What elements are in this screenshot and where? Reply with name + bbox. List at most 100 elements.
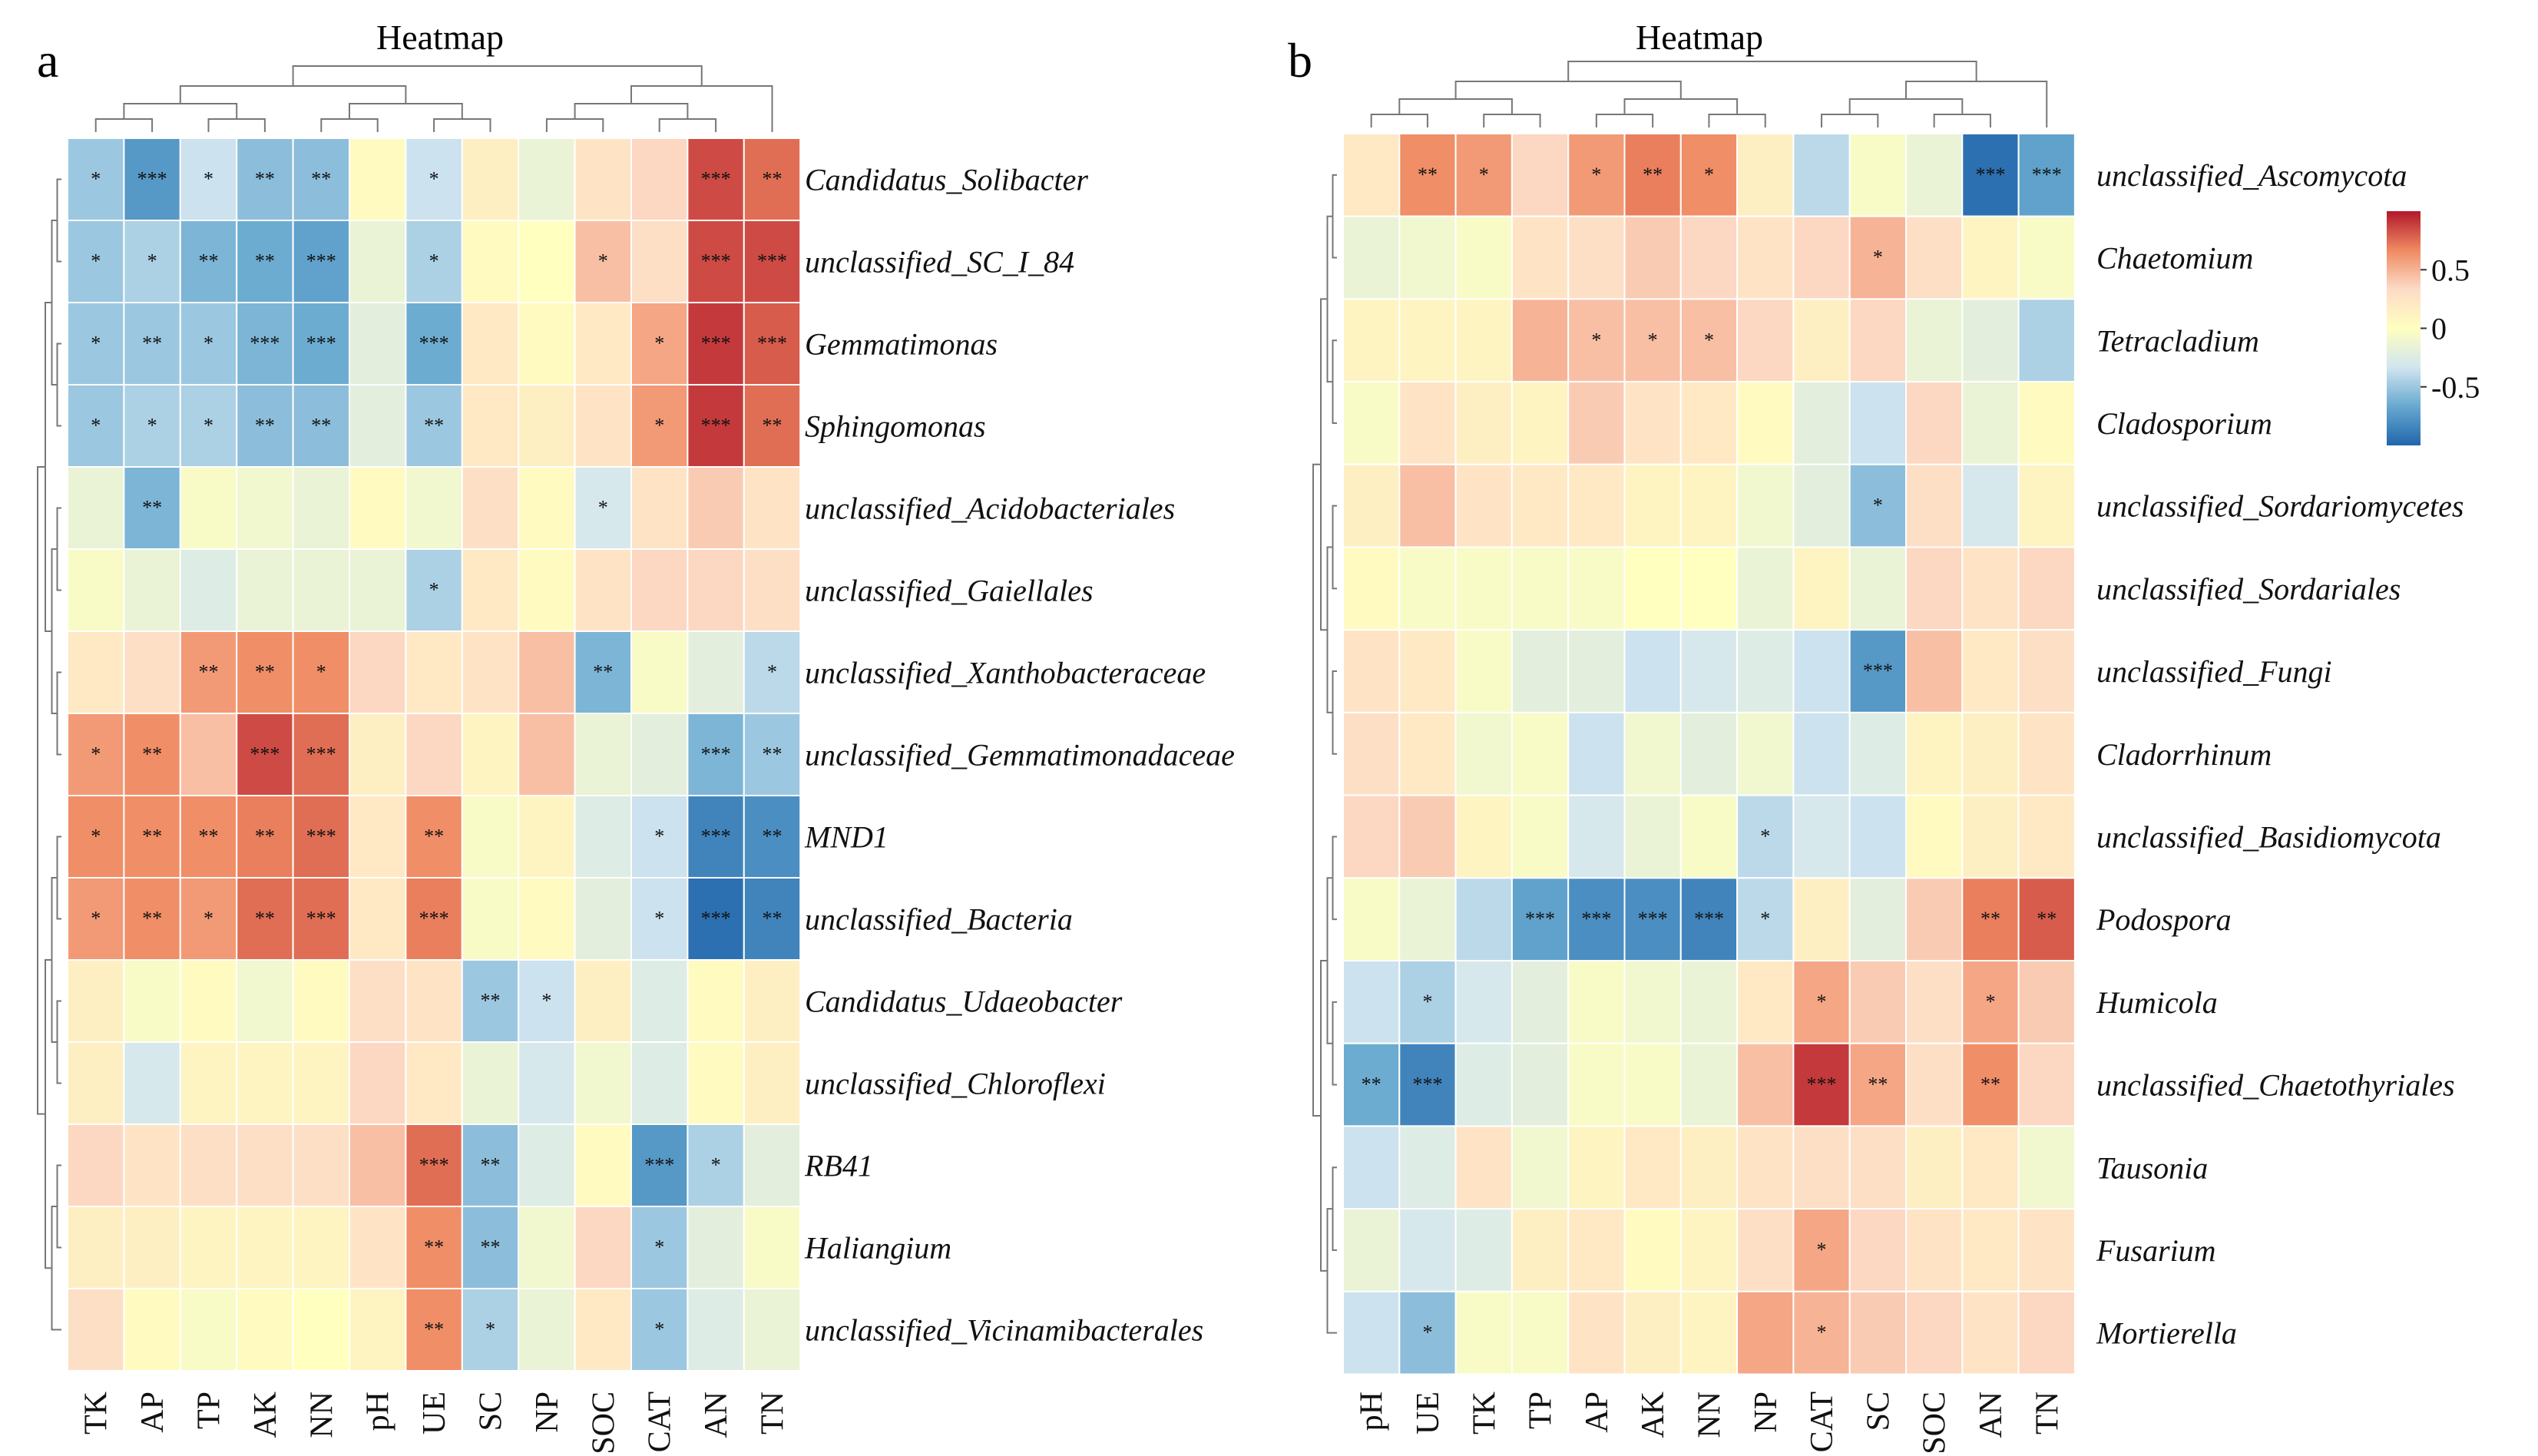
column-label: NP <box>530 1391 565 1433</box>
panel-a-letter: a <box>37 33 58 88</box>
heatmap-cell <box>1792 711 1851 796</box>
significance-mark: * <box>1648 329 1658 351</box>
heatmap-cell <box>1398 1125 1457 1210</box>
row-label: Candidatus_Solibacter <box>805 163 1088 197</box>
heatmap-cell <box>2017 1208 2076 1292</box>
heatmap-cell <box>1848 711 1907 796</box>
heatmap-cell <box>574 877 632 961</box>
heatmap-cell <box>405 1041 463 1125</box>
row-label: unclassified_Vicinamibacterales <box>805 1313 1203 1348</box>
significance-mark: * <box>1873 495 1883 517</box>
heatmap-cell <box>1623 133 1682 217</box>
significance-mark: ** <box>763 908 783 930</box>
heatmap-cell <box>518 630 576 714</box>
heatmap-cell <box>1454 133 1513 217</box>
dendrogram-branch <box>56 178 61 263</box>
heatmap-cell <box>292 1041 351 1125</box>
dendrogram-branch <box>292 65 703 86</box>
column-label: TN <box>2030 1391 2065 1434</box>
significance-mark: *** <box>2032 164 2062 186</box>
heatmap-cell <box>123 302 181 386</box>
row-dendrogram-b <box>1312 174 1337 1334</box>
significance-mark: ** <box>1362 1074 1382 1096</box>
row-label: unclassified_Bacteria <box>805 902 1073 937</box>
heatmap-cell <box>1961 711 2020 796</box>
dendrogram-branch <box>1312 463 1321 1117</box>
heatmap-cell <box>1511 877 1570 962</box>
row-label: Fusarium <box>2096 1233 2216 1268</box>
heatmap-cell <box>1398 629 1457 713</box>
significance-mark: * <box>1422 991 1432 1013</box>
dendrogram-branch <box>1933 114 1991 127</box>
dendrogram-branch <box>1454 81 1682 99</box>
heatmap-cell <box>67 959 125 1043</box>
heatmap-cell <box>574 384 632 468</box>
heatmap-cell <box>743 302 802 386</box>
dendrogram-branch <box>1332 339 1337 424</box>
heatmap-cell <box>1848 1042 1907 1127</box>
heatmap-cell <box>461 1041 520 1125</box>
heatmap-cell <box>179 220 238 303</box>
heatmap-cell <box>349 137 407 221</box>
heatmap-cell <box>1679 877 1739 962</box>
heatmap-cell <box>1736 298 1795 383</box>
heatmap-cell <box>405 548 463 632</box>
heatmap-panel-b: b Heatmap ** * * ** * *** ***** * ********* *** **… <box>1288 18 2464 1454</box>
heatmap-cell <box>1511 1208 1570 1292</box>
panel-b-title: Heatmap <box>1636 18 1763 57</box>
heatmap-cell <box>518 466 576 550</box>
heatmap-panel-a: a Heatmap * *** * ** ** * *** *** * ** ** *** * * *** *… <box>37 18 1235 1454</box>
significance-marks-a: * *** * ** ** * *** *** * ** ** *** * * *** **** ** * *** *… <box>91 168 787 1341</box>
significance-mark: * <box>91 168 101 190</box>
heatmap-cell <box>574 548 632 632</box>
heatmap-cell <box>1679 381 1739 465</box>
heatmap-cell <box>630 220 689 303</box>
heatmap-cell <box>1567 629 1626 713</box>
heatmap-cell <box>1905 215 1964 300</box>
column-label: TK <box>1467 1391 1502 1434</box>
heatmap-cell <box>2017 381 2076 465</box>
heatmap-cell <box>1398 546 1457 631</box>
heatmap-cell <box>1736 546 1795 631</box>
significance-mark: ** <box>255 661 275 683</box>
row-label: Cladorrhinum <box>2096 737 2272 772</box>
heatmap-cell <box>1567 546 1626 631</box>
heatmap-cell <box>349 959 407 1043</box>
heatmap-cell <box>1623 794 1682 879</box>
heatmap-cell <box>1567 1290 1626 1375</box>
significance-mark: *** <box>1975 164 2005 186</box>
heatmap-cell <box>1567 463 1626 548</box>
heatmap-cell <box>574 795 632 879</box>
significance-mark: *** <box>306 743 336 766</box>
column-label: UE <box>417 1391 452 1434</box>
significance-mark: *** <box>1525 908 1555 930</box>
column-label: TP <box>1524 1391 1559 1429</box>
heatmap-cells-a <box>67 137 802 1372</box>
heatmap-cell <box>630 630 689 714</box>
dendrogram-branch <box>1398 98 1513 114</box>
heatmap-cell <box>1567 794 1626 879</box>
significance-mark: * <box>204 415 213 437</box>
heatmap-cell <box>349 713 407 796</box>
heatmap-cell <box>574 137 632 221</box>
significance-mark: *** <box>644 1154 674 1176</box>
dendrogram-branch <box>1623 98 1739 114</box>
heatmap-cell <box>405 630 463 714</box>
heatmap-cell <box>630 1041 689 1125</box>
row-label: Gemmatimonas <box>805 327 998 362</box>
colorbar-gradient <box>2387 211 2421 445</box>
heatmap-cell <box>687 1123 745 1207</box>
heatmap-cell <box>1792 877 1851 962</box>
heatmap-cell <box>1511 463 1570 548</box>
significance-mark: * <box>147 250 157 273</box>
heatmap-cell <box>687 384 745 468</box>
heatmap-cell <box>1623 960 1682 1044</box>
heatmap-cell <box>2017 794 2076 879</box>
heatmap-cell <box>349 302 407 386</box>
dendrogram-branch <box>56 1164 61 1249</box>
heatmap-cell <box>630 548 689 632</box>
heatmap-cell <box>1398 711 1457 796</box>
heatmap-cell <box>123 384 181 468</box>
heatmap-cell <box>1454 711 1513 796</box>
